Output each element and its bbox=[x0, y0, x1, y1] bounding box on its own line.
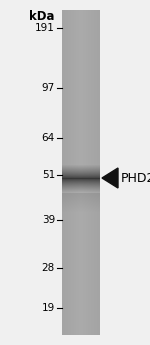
Text: 97: 97 bbox=[42, 83, 55, 93]
Text: 191: 191 bbox=[35, 23, 55, 33]
Text: 28: 28 bbox=[42, 263, 55, 273]
Text: kDa: kDa bbox=[30, 10, 55, 23]
Text: 19: 19 bbox=[42, 303, 55, 313]
Polygon shape bbox=[102, 168, 118, 188]
Text: PHD2: PHD2 bbox=[121, 171, 150, 185]
Text: 51: 51 bbox=[42, 170, 55, 180]
Text: 39: 39 bbox=[42, 215, 55, 225]
Text: 64: 64 bbox=[42, 133, 55, 143]
